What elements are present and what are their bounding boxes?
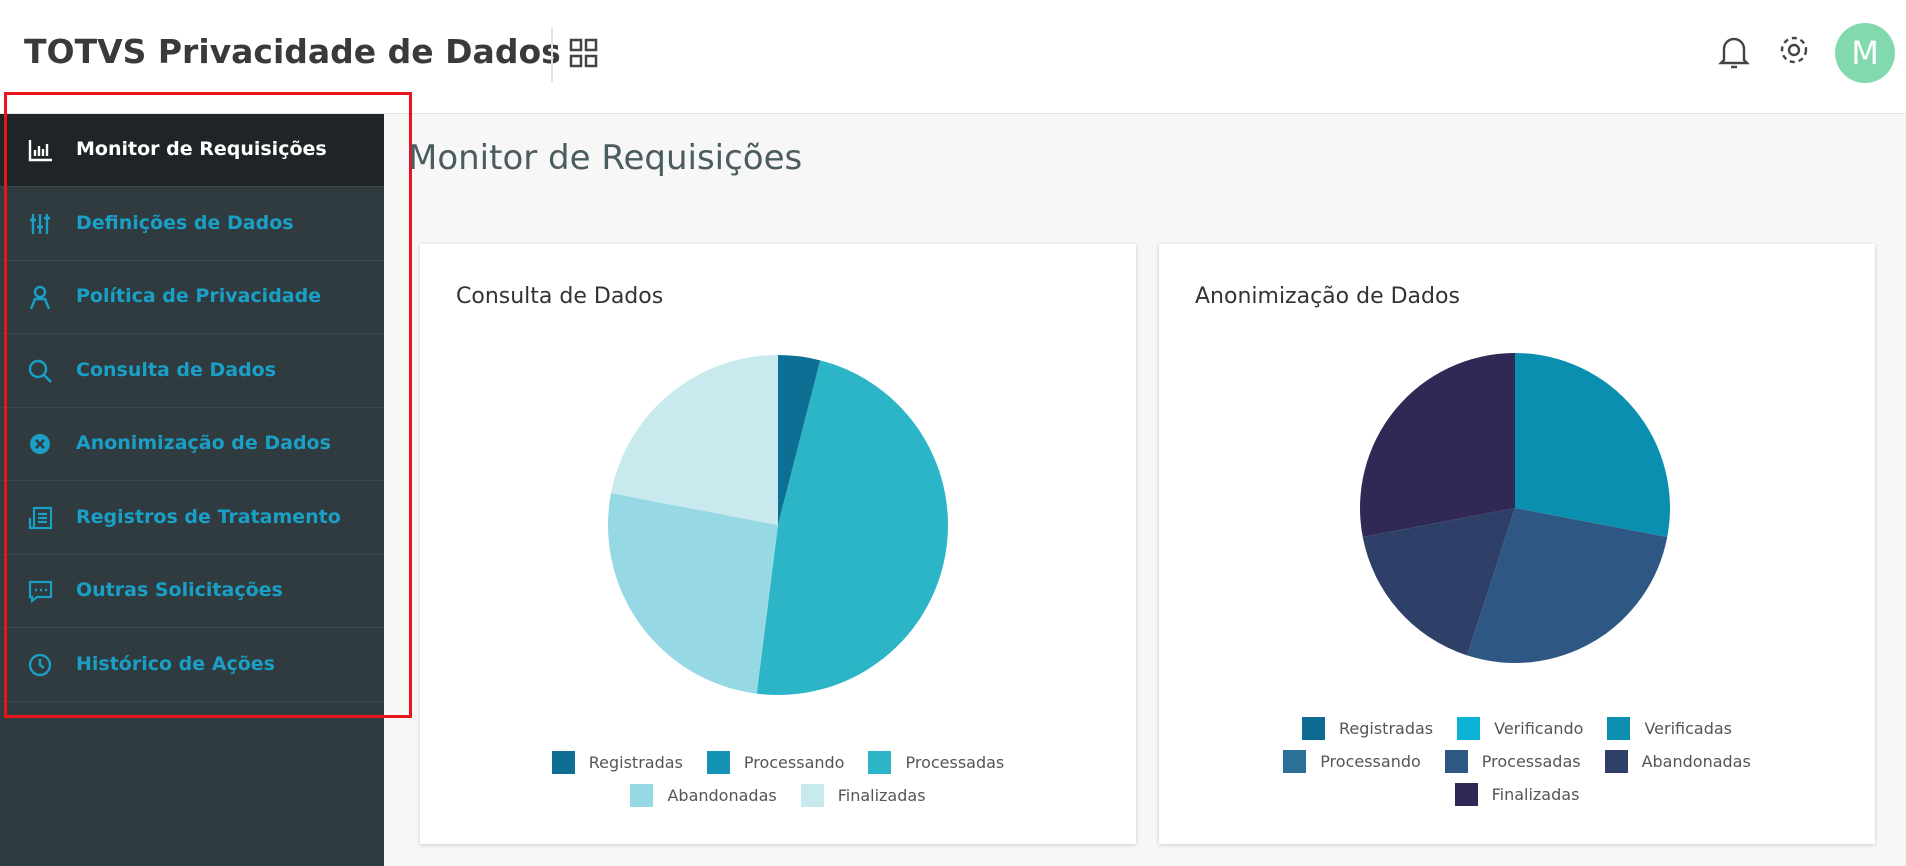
pie-slice (778, 355, 821, 525)
chart-title: Consulta de Dados (456, 284, 664, 309)
legend-item[interactable]: Registradas (1301, 717, 1434, 740)
nav-icon (28, 506, 53, 529)
pie-chart (1360, 352, 1670, 663)
nav-item[interactable]: Definições de Dados (0, 188, 384, 261)
sidebar: Monitor de Requisições Definições de Dado… (0, 114, 384, 866)
pie-slice (608, 493, 778, 694)
legend-swatch (1283, 750, 1307, 773)
legend-swatch (551, 751, 575, 774)
legend-label: Registradas (1338, 719, 1434, 738)
nav-item[interactable]: Histórico de Ações (0, 629, 384, 702)
legend-swatch (1444, 750, 1468, 773)
avatar[interactable]: M (1834, 22, 1896, 84)
nav-label: Registros de Tratamento (76, 505, 341, 528)
page-title: Monitor de Requisições (408, 138, 803, 178)
settings-icon[interactable] (1776, 32, 1816, 72)
chart-title: Anonimização de Dados (1195, 284, 1460, 309)
legend-item[interactable]: Verificadas (1607, 717, 1732, 740)
legend-label: Registradas (588, 753, 683, 772)
nav-item[interactable]: Política de Privacidade (0, 261, 384, 334)
legend-swatch (868, 751, 892, 774)
legend-label: Abandonadas (667, 786, 777, 805)
nav-label: Outras Solicitações (76, 579, 283, 601)
header: TOTVS Privacidade de Dados M (0, 0, 1906, 114)
legend-label: Finalizadas (1491, 785, 1580, 804)
nav-icon (28, 653, 52, 676)
nav-item[interactable]: Anonimização de Dados (0, 408, 384, 481)
legend-swatch (1607, 717, 1631, 740)
legend-swatch (630, 784, 654, 807)
notifications-icon[interactable] (1714, 30, 1754, 74)
pie-slice (1515, 353, 1670, 538)
nav-item[interactable]: Consulta de Dados (0, 335, 384, 408)
legend-swatch (1457, 717, 1481, 740)
pie-slice (756, 360, 948, 695)
app-title: TOTVS Privacidade de Dados (24, 32, 561, 71)
legend-item[interactable]: Verificando (1457, 717, 1583, 740)
nav-icon (30, 213, 50, 234)
legend-item[interactable]: Finalizadas (800, 784, 926, 807)
legend-item[interactable]: Processadas (868, 751, 1004, 774)
nav-item[interactable]: Monitor de Requisições (0, 114, 384, 187)
legend-label: Verificadas (1644, 719, 1733, 738)
legend-row: Processando Processadas Abandonadas (1159, 745, 1875, 778)
legend-item[interactable]: Abandonadas (1604, 750, 1751, 773)
legend: Registradas Processando Processadas Abandon… (420, 746, 1136, 812)
legend-row: Abandonadas Finalizadas (420, 779, 1136, 812)
legend-row: Registradas Processando Processadas (420, 746, 1136, 779)
chart-card: Anonimização de Dados Registradas Verifica… (1159, 244, 1875, 844)
pie-slice (1467, 508, 1668, 663)
legend-swatch (1454, 783, 1478, 806)
legend-label: Processadas (905, 753, 1005, 772)
legend-label: Processando (743, 753, 845, 772)
nav-label: Política de Privacidade (76, 285, 322, 307)
legend-row: Registradas Verificando Verificadas (1159, 712, 1875, 745)
legend-item[interactable]: Processadas (1444, 750, 1581, 773)
legend-row: Finalizadas (1159, 778, 1875, 811)
highlight-box (4, 92, 412, 718)
legend-item[interactable]: Registradas (551, 751, 683, 774)
legend: Registradas Verificando Verificadas Process… (1159, 712, 1875, 811)
legend-item[interactable]: Finalizadas (1454, 783, 1580, 806)
legend-label: Processando (1320, 752, 1421, 771)
nav-item[interactable]: Registros de Tratamento (0, 482, 384, 555)
nav-icon (28, 359, 52, 383)
legend-item[interactable]: Processando (706, 751, 845, 774)
legend-label: Processadas (1481, 752, 1581, 771)
pie-chart (608, 355, 948, 695)
nav-label: Histórico de Ações (76, 652, 275, 675)
legend-swatch (1604, 750, 1628, 773)
legend-label: Abandonadas (1641, 752, 1751, 771)
pie-slice (611, 355, 778, 525)
chart-card: Consulta de Dados Registradas Processando P… (420, 244, 1136, 844)
legend-item[interactable]: Processando (1283, 750, 1421, 773)
nav-label: Monitor de Requisições (76, 138, 327, 160)
legend-item[interactable]: Abandonadas (630, 784, 777, 807)
nav-icon (30, 434, 50, 454)
legend-label: Verificando (1494, 719, 1584, 738)
legend-swatch (1301, 717, 1325, 740)
nav-icon (28, 140, 52, 162)
avatar-initial: M (1851, 34, 1879, 72)
nav-label: Anonimização de Dados (76, 432, 331, 454)
legend-swatch (800, 784, 824, 807)
nav-icon (28, 580, 53, 604)
nav-label: Definições de Dados (76, 211, 294, 234)
nav-item[interactable]: Outras Solicitações (0, 555, 384, 628)
pie-slice (1362, 508, 1515, 656)
header-icons[interactable] (550, 26, 610, 86)
nav-label: Consulta de Dados (76, 358, 277, 381)
pie-slice (1360, 352, 1515, 538)
legend-label: Finalizadas (837, 786, 926, 805)
legend-swatch (706, 751, 730, 774)
nav-icon (29, 285, 51, 310)
